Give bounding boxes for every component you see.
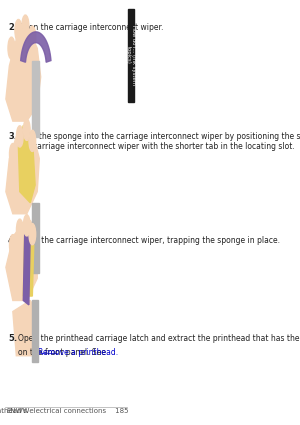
Text: on the front panel. See: on the front panel. See [18,348,108,357]
Polygon shape [32,300,38,363]
Text: Open the carriage interconnect wiper.: Open the carriage interconnect wiper. [18,23,164,32]
Polygon shape [32,62,39,136]
Text: 2.: 2. [8,23,17,32]
Circle shape [15,20,22,42]
Circle shape [10,235,16,256]
Text: ENWW: ENWW [7,408,30,414]
Polygon shape [32,203,39,273]
Text: Load the sponge into the carriage interconnect wiper by positioning the sponge o: Load the sponge into the carriage interc… [18,132,300,151]
Text: 5.: 5. [8,334,17,343]
Text: How do I... (ink system
topics): How do I... (ink system topics) [125,25,136,85]
Text: 3.: 3. [8,132,17,141]
Polygon shape [18,125,35,203]
Circle shape [23,119,30,140]
Polygon shape [23,234,34,296]
Polygon shape [6,26,41,121]
Circle shape [22,15,29,37]
Text: Clean a printhead’s electrical connections    185: Clean a printhead’s electrical connectio… [0,408,128,414]
Circle shape [16,126,23,147]
Circle shape [23,215,30,236]
Polygon shape [23,230,30,305]
Text: 4.: 4. [8,236,17,245]
Polygon shape [13,300,37,356]
Bar [128,8,134,102]
Text: Remove a printhead.: Remove a printhead. [38,348,118,357]
Text: Close the carriage interconnect wiper, trapping the sponge in place.: Close the carriage interconnect wiper, t… [18,236,280,245]
Polygon shape [6,125,39,214]
Circle shape [29,130,36,151]
Circle shape [10,144,16,165]
Circle shape [8,37,15,59]
Polygon shape [13,221,39,269]
Circle shape [29,26,36,48]
Polygon shape [6,223,37,300]
Circle shape [29,224,36,245]
Text: Open the printhead carriage latch and extract the printhead that has the problem: Open the printhead carriage latch and ex… [18,334,300,343]
Circle shape [16,219,23,241]
Polygon shape [21,32,51,62]
